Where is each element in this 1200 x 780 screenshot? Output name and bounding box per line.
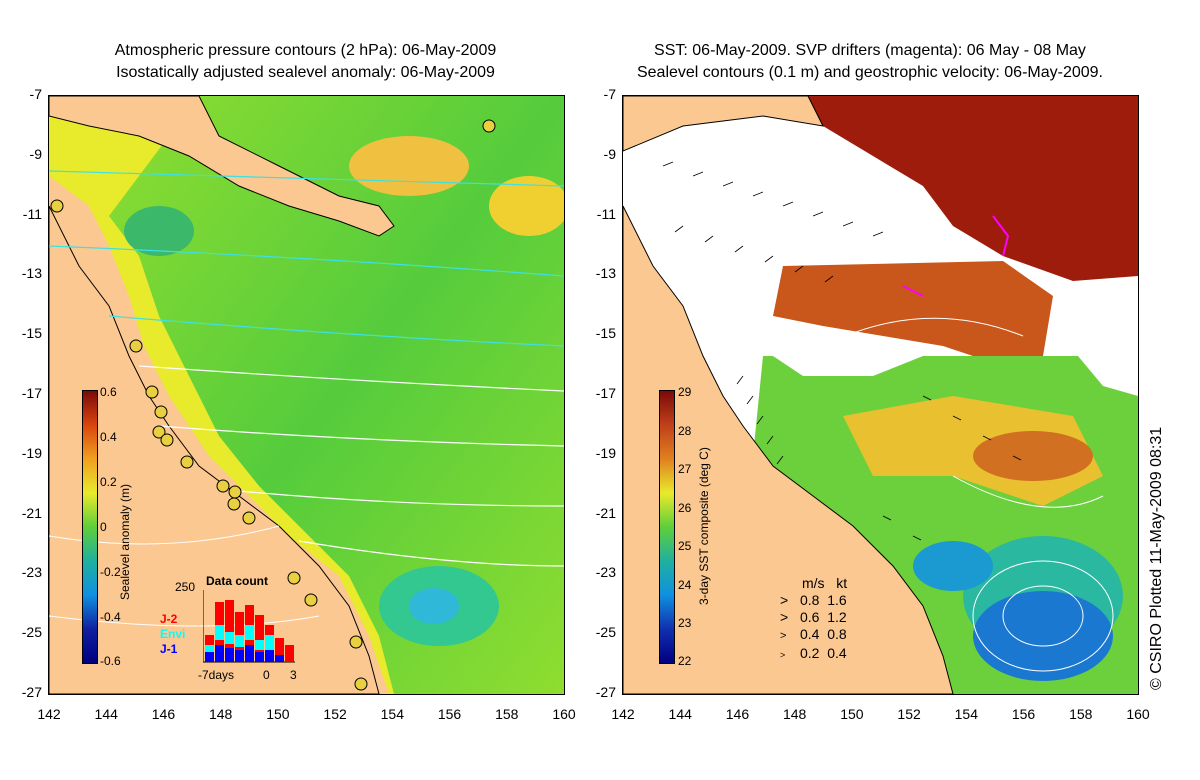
left-colorbar-title: Sealevel anomaly (m)	[118, 483, 132, 600]
right-colorbar-title: 3-day SST composite (deg C)	[697, 447, 711, 605]
left-cbar-tick-1: 0.4	[100, 430, 117, 444]
right-ytick: -9	[603, 145, 616, 162]
velocity-row: >0.6 1.2	[780, 609, 847, 626]
velocity-header-ms: m/s	[802, 575, 825, 591]
right-cbar-tick-2: 27	[678, 462, 692, 476]
velocity-row: >0.8 1.6	[780, 592, 847, 609]
right-cbar-tick-0: 29	[678, 385, 692, 399]
velocity-row: >0.2 0.4	[780, 645, 847, 664]
inset-legend-j2: J-2	[160, 612, 178, 626]
right-ytick: -19	[595, 444, 616, 461]
right-ytick: -27	[595, 684, 616, 700]
right-cbar-tick-1: 28	[678, 424, 692, 438]
velocity-kt: 1.2	[827, 609, 847, 625]
right-ytick: -7	[603, 86, 616, 102]
right-cbar-tick-5: 24	[678, 578, 692, 592]
inset-legend-j1: J-1	[160, 642, 178, 656]
velocity-ms: 0.6	[800, 609, 820, 625]
left-xtick: 152	[323, 706, 347, 722]
left-xtick: 154	[380, 706, 404, 722]
velocity-kt: 0.4	[827, 645, 847, 661]
arrow-icon: >	[780, 592, 789, 608]
right-ytick: -25	[595, 624, 616, 641]
inset-xlabel-end: 3	[290, 668, 297, 682]
left-xtick: 148	[208, 706, 233, 722]
sealevel-anomaly-map	[48, 95, 565, 695]
left-title-line1: Atmospheric pressure contours (2 hPa): 0…	[114, 42, 497, 59]
right-ytick: -15	[595, 325, 616, 342]
inset-max-label: 250	[175, 580, 196, 594]
right-xtick: 156	[1011, 706, 1036, 722]
left-ytick: -11	[22, 205, 42, 222]
left-cbar-tick-6: -0.6	[100, 654, 121, 668]
left-ytick: -27	[21, 684, 42, 700]
left-ytick: -21	[21, 504, 42, 521]
velocity-header-kt: kt	[836, 575, 848, 591]
right-xtick: 142	[611, 706, 635, 722]
right-title-line1: SST: 06-May-2009. SVP drifters (magenta)…	[654, 42, 1086, 59]
velocity-ms: 0.8	[800, 592, 820, 608]
left-title-line2: Isostatically adjusted sealevel anomaly:…	[116, 64, 495, 81]
left-xtick: 144	[94, 706, 118, 722]
inset-legend-envi: Envi	[160, 627, 186, 641]
right-ytick: -11	[596, 205, 616, 222]
inset-title: Data count	[206, 574, 269, 588]
velocity-ms: 0.2	[800, 645, 820, 661]
left-ytick: -9	[29, 145, 42, 162]
left-xtick: 156	[437, 706, 462, 722]
left-cbar-tick-3: 0	[100, 520, 107, 534]
right-xtick: 154	[954, 706, 978, 722]
right-xtick: 144	[668, 706, 692, 722]
right-ytick: -23	[595, 564, 616, 581]
right-xtick: 158	[1069, 706, 1093, 722]
velocity-kt: 0.8	[827, 626, 847, 642]
right-ytick: -17	[595, 385, 616, 401]
right-ytick: -21	[595, 504, 616, 521]
left-cbar-tick-5: -0.4	[100, 610, 121, 624]
inset-xlabel-zero: 0	[263, 668, 270, 682]
right-cbar-tick-6: 23	[678, 616, 692, 630]
left-ytick: -19	[21, 444, 42, 461]
left-xtick: 146	[151, 706, 176, 722]
inset-xlabel-start: -7days	[198, 668, 235, 682]
right-cbar-tick-4: 25	[678, 539, 692, 553]
arrow-icon: >	[780, 630, 787, 642]
left-ytick: -13	[21, 265, 42, 282]
right-xtick: 150	[840, 706, 864, 722]
arrow-icon: >	[780, 609, 789, 625]
left-xtick: 160	[552, 706, 576, 722]
right-ytick: -13	[595, 265, 616, 282]
left-cbar-tick-2: 0.2	[100, 475, 117, 489]
right-colorbar	[659, 390, 675, 664]
arrow-icon: >	[780, 650, 786, 660]
left-xtick: 158	[495, 706, 519, 722]
left-ytick: -17	[21, 385, 42, 401]
velocity-row: >0.4 0.8	[780, 626, 847, 645]
right-title-line2: Sealevel contours (0.1 m) and geostrophi…	[636, 64, 1103, 81]
credit-text: © CSIRO Plotted 11-May-2009 08:31	[1148, 426, 1165, 690]
left-ytick: -25	[21, 624, 42, 641]
left-cbar-tick-4: -0.2	[100, 565, 121, 579]
left-ytick: -7	[29, 86, 42, 102]
data-count-histogram	[203, 590, 295, 663]
velocity-kt: 1.6	[827, 592, 847, 608]
left-colorbar	[82, 390, 98, 664]
right-xtick: 148	[782, 706, 807, 722]
sst-map	[622, 95, 1139, 695]
left-cbar-tick-0: 0.6	[100, 385, 117, 399]
velocity-ms: 0.4	[800, 626, 820, 642]
left-xtick: 142	[37, 706, 61, 722]
right-xtick: 160	[1126, 706, 1150, 722]
right-xtick: 146	[725, 706, 750, 722]
left-ytick: -23	[21, 564, 42, 581]
right-cbar-tick-7: 22	[678, 654, 692, 668]
right-xtick: 152	[897, 706, 921, 722]
left-xtick: 150	[266, 706, 290, 722]
left-ytick: -15	[21, 325, 42, 342]
velocity-legend: m/s kt >0.8 1.6 >0.6 1.2 >0.4 0.8 >0.2 0…	[780, 575, 847, 664]
right-cbar-tick-3: 26	[678, 501, 692, 515]
